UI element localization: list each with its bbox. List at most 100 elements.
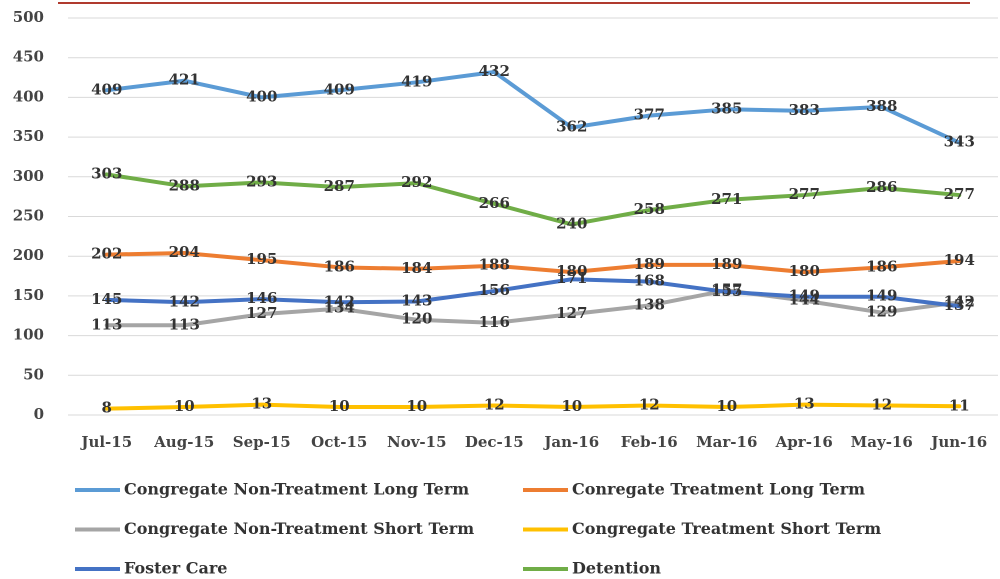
data-label: 13 bbox=[794, 395, 815, 413]
data-label: 10 bbox=[561, 397, 582, 415]
y-tick-label: 250 bbox=[13, 207, 44, 225]
legend-label: Congregate Non-Treatment Short Term bbox=[124, 519, 474, 538]
data-label: 432 bbox=[479, 62, 510, 80]
data-label: 143 bbox=[401, 291, 432, 309]
data-label: 10 bbox=[329, 397, 350, 415]
data-label: 240 bbox=[556, 214, 587, 232]
x-tick-label: Apr-16 bbox=[775, 433, 833, 451]
data-label: 149 bbox=[866, 287, 897, 305]
data-label: 10 bbox=[174, 397, 195, 415]
data-label: 10 bbox=[406, 397, 427, 415]
data-label: 277 bbox=[944, 185, 975, 203]
data-label: 184 bbox=[401, 259, 432, 277]
data-label: 383 bbox=[789, 101, 820, 119]
data-label: 180 bbox=[556, 262, 587, 280]
data-label: 156 bbox=[479, 281, 510, 299]
y-tick-label: 150 bbox=[13, 286, 44, 304]
y-tick-label: 300 bbox=[13, 167, 44, 185]
data-label: 137 bbox=[944, 296, 975, 314]
x-tick-label: Jun-16 bbox=[929, 433, 987, 451]
data-label: 142 bbox=[944, 292, 975, 310]
data-label: 142 bbox=[324, 292, 355, 310]
x-tick-label: Nov-15 bbox=[387, 433, 447, 451]
data-label: 377 bbox=[634, 106, 665, 124]
data-label: 127 bbox=[246, 304, 277, 322]
y-tick-label: 400 bbox=[13, 87, 44, 105]
data-label: 266 bbox=[479, 194, 510, 212]
data-label: 293 bbox=[246, 172, 277, 190]
data-label: 189 bbox=[634, 255, 665, 273]
data-label: 144 bbox=[789, 291, 820, 309]
x-tick-label: Oct-15 bbox=[311, 433, 367, 451]
data-label: 195 bbox=[246, 250, 277, 268]
series-line bbox=[104, 402, 962, 411]
data-label: 202 bbox=[91, 245, 122, 263]
x-tick-label: Jul-15 bbox=[79, 433, 132, 451]
legend-label: Congregate Non-Treatment Long Term bbox=[124, 480, 469, 499]
y-tick-label: 0 bbox=[34, 405, 44, 423]
data-label: 419 bbox=[401, 72, 432, 90]
data-label: 13 bbox=[251, 395, 272, 413]
data-label: 180 bbox=[789, 262, 820, 280]
legend-label: Conregate Treatment Long Term bbox=[572, 480, 865, 499]
data-label: 186 bbox=[324, 257, 355, 275]
x-tick-label: Dec-15 bbox=[465, 433, 524, 451]
data-label: 343 bbox=[944, 133, 975, 151]
x-tick-label: Sep-15 bbox=[233, 433, 291, 451]
legend-label: Detention bbox=[572, 559, 661, 578]
series-line bbox=[104, 277, 962, 309]
y-tick-label: 500 bbox=[13, 8, 44, 26]
data-label: 258 bbox=[634, 200, 665, 218]
data-label: 171 bbox=[556, 269, 587, 287]
data-label: 388 bbox=[866, 97, 897, 115]
data-label: 189 bbox=[711, 255, 742, 273]
data-label: 113 bbox=[169, 315, 200, 333]
data-label: 149 bbox=[789, 287, 820, 305]
data-label: 409 bbox=[91, 80, 122, 98]
data-label: 116 bbox=[479, 313, 510, 331]
y-tick-label: 100 bbox=[13, 326, 44, 344]
data-label: 362 bbox=[556, 118, 587, 136]
data-label: 277 bbox=[789, 185, 820, 203]
data-label: 286 bbox=[866, 178, 897, 196]
x-tick-label: Jan-16 bbox=[542, 433, 599, 451]
data-label: 120 bbox=[401, 310, 432, 328]
y-tick-label: 200 bbox=[13, 246, 44, 264]
y-tick-label: 50 bbox=[23, 365, 44, 383]
series-line bbox=[104, 69, 962, 145]
x-tick-label: Feb-16 bbox=[621, 433, 678, 451]
series-line bbox=[104, 172, 962, 227]
y-tick-label: 350 bbox=[13, 127, 44, 145]
data-label: 155 bbox=[711, 282, 742, 300]
data-label: 11 bbox=[949, 396, 970, 414]
data-label: 138 bbox=[634, 295, 665, 313]
data-label: 194 bbox=[944, 251, 975, 269]
data-label: 129 bbox=[866, 303, 897, 321]
data-label: 292 bbox=[401, 173, 432, 191]
x-tick-label: Aug-15 bbox=[153, 433, 214, 451]
data-label: 12 bbox=[871, 395, 892, 413]
data-label: 188 bbox=[479, 256, 510, 274]
data-label: 288 bbox=[169, 176, 200, 194]
data-label: 142 bbox=[169, 292, 200, 310]
legend-label: Foster Care bbox=[124, 559, 227, 578]
series-line bbox=[104, 251, 962, 275]
data-label: 12 bbox=[484, 395, 505, 413]
legend-label: Congregate Treatment Short Term bbox=[572, 519, 881, 538]
data-label: 146 bbox=[246, 289, 277, 307]
data-label: 113 bbox=[91, 315, 122, 333]
x-tick-label: Mar-16 bbox=[696, 433, 757, 451]
data-label: 168 bbox=[634, 272, 665, 290]
data-label: 134 bbox=[324, 299, 355, 317]
data-label: 186 bbox=[866, 257, 897, 275]
data-label: 157 bbox=[711, 280, 742, 298]
data-label: 145 bbox=[91, 290, 122, 308]
y-tick-label: 450 bbox=[13, 48, 44, 66]
data-label: 421 bbox=[169, 71, 200, 89]
x-tick-label: May-16 bbox=[851, 433, 913, 451]
data-label: 400 bbox=[246, 87, 277, 105]
data-label: 204 bbox=[169, 243, 200, 261]
data-label: 8 bbox=[102, 399, 112, 417]
data-label: 385 bbox=[711, 99, 742, 117]
